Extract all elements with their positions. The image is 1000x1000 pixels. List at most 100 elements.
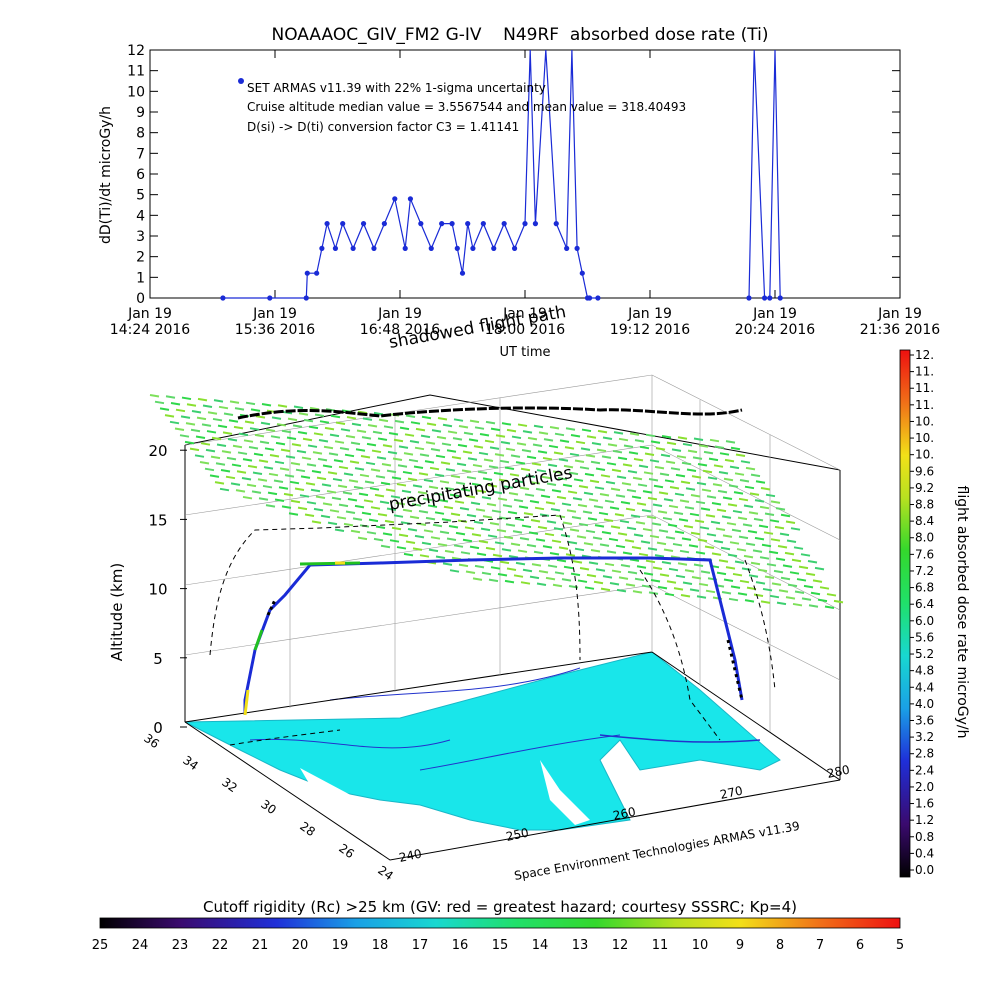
particle-mark — [373, 537, 384, 542]
particle-mark — [604, 499, 615, 504]
particle-mark — [649, 534, 660, 539]
particle-mark — [749, 492, 760, 496]
particle-mark — [610, 487, 621, 492]
particle-mark — [638, 464, 649, 469]
data-point — [459, 270, 466, 276]
particle-mark — [642, 490, 653, 494]
particle-mark — [634, 577, 645, 582]
data-point — [220, 295, 226, 301]
particle-mark — [553, 451, 564, 456]
particle-mark — [755, 480, 766, 484]
particle-mark — [748, 511, 759, 515]
particle-mark — [364, 480, 375, 484]
particle-mark — [391, 526, 402, 531]
shadowed-flight-path-line — [237, 406, 743, 420]
particle-mark — [372, 430, 383, 435]
particle-mark — [626, 488, 637, 493]
colorbar-tick-label: 1.2 — [915, 813, 934, 827]
particle-mark — [211, 436, 222, 441]
particle-mark — [727, 553, 738, 558]
particle-mark — [643, 572, 654, 576]
particle-mark — [663, 548, 674, 553]
particle-mark — [666, 580, 677, 584]
particle-mark — [552, 470, 563, 474]
particle-mark — [233, 425, 244, 430]
particle-mark — [331, 496, 342, 501]
particle-mark — [542, 545, 553, 549]
colorbar-tick-label: 10. — [915, 431, 934, 445]
particle-mark — [369, 487, 380, 491]
particle-mark — [499, 459, 510, 464]
particle-mark — [503, 485, 514, 489]
x-tick-time: 19:12 2016 — [610, 322, 691, 338]
particle-mark — [687, 449, 698, 454]
particle-mark — [796, 578, 807, 582]
particle-mark — [721, 590, 732, 595]
particle-mark — [774, 525, 785, 530]
particle-mark — [450, 512, 461, 517]
particle-mark — [340, 428, 351, 432]
particle-mark — [348, 479, 359, 483]
particle-mark — [679, 499, 690, 503]
particle-mark — [394, 419, 405, 424]
particle-mark — [458, 563, 469, 568]
particle-mark — [680, 593, 691, 598]
particle-mark — [319, 420, 330, 424]
colorbar-tick-label: 5.2 — [915, 647, 934, 661]
particle-mark — [434, 473, 445, 477]
particle-mark — [339, 447, 350, 451]
particle-mark — [343, 472, 354, 477]
particle-mark — [705, 589, 716, 594]
particle-mark — [440, 461, 451, 465]
particle-mark — [280, 448, 291, 453]
particle-mark — [287, 417, 298, 422]
particle-mark — [565, 553, 576, 557]
particle-mark — [357, 410, 368, 415]
x-tick-date: Jan 19 — [627, 306, 672, 322]
particle-mark — [405, 540, 416, 544]
particle-mark — [423, 529, 434, 533]
particle-mark — [600, 474, 611, 478]
particle-mark — [611, 468, 622, 473]
particle-mark — [297, 431, 308, 435]
particle-mark — [578, 522, 589, 527]
particle-mark — [713, 539, 724, 544]
particle-mark — [586, 573, 597, 578]
particle-mark — [750, 473, 761, 478]
particle-mark — [536, 582, 547, 586]
particle-mark — [769, 594, 780, 599]
particle-mark — [693, 437, 704, 442]
particle-mark — [536, 469, 547, 473]
particle-mark — [729, 465, 740, 470]
rigidity-tick-label: 8 — [776, 938, 784, 953]
particle-mark — [647, 496, 658, 501]
particle-mark — [780, 513, 791, 518]
particle-mark — [722, 496, 733, 501]
particle-mark — [454, 500, 465, 504]
particle-mark — [554, 571, 565, 575]
particle-mark — [627, 470, 638, 474]
particle-mark — [759, 556, 770, 560]
particle-mark — [660, 453, 671, 458]
particle-mark — [408, 458, 419, 463]
particle-mark — [262, 484, 273, 489]
particle-mark — [807, 560, 818, 564]
particle-mark — [707, 476, 718, 480]
particle-mark — [596, 448, 607, 453]
rigidity-tick-label: 13 — [572, 938, 589, 953]
colorbar-tick-label: 1.6 — [915, 797, 934, 811]
data-point — [522, 221, 528, 227]
particle-mark — [648, 478, 659, 482]
altitude-tick-label: 0 — [153, 719, 163, 737]
particle-mark — [652, 566, 663, 571]
particle-mark — [699, 526, 710, 530]
particle-mark — [658, 529, 669, 533]
particle-mark — [284, 474, 295, 478]
x-tick-time: 15:36 2016 — [235, 322, 316, 338]
particle-mark — [485, 420, 496, 425]
colorbar-tick-label: 11. — [915, 398, 934, 412]
particle-mark — [582, 510, 593, 515]
rigidity-tick-label: 10 — [692, 938, 709, 953]
particle-mark — [617, 456, 628, 461]
particle-mark — [420, 434, 431, 439]
